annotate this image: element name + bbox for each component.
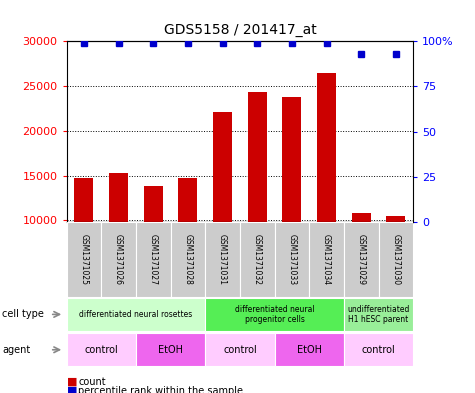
Text: ■: ■ (66, 377, 77, 387)
Bar (386, 216, 406, 222)
Text: control: control (223, 345, 257, 355)
Bar (247, 92, 267, 222)
Bar (143, 186, 163, 222)
Bar (317, 73, 336, 222)
Text: control: control (361, 345, 396, 355)
Text: agent: agent (2, 345, 30, 355)
Text: GSM1371034: GSM1371034 (322, 234, 331, 285)
Bar (136, 222, 171, 297)
Bar (205, 298, 344, 331)
Text: control: control (84, 345, 118, 355)
Bar (109, 173, 128, 222)
Bar (379, 222, 413, 297)
Text: GSM1371026: GSM1371026 (114, 234, 123, 285)
Bar (136, 333, 205, 366)
Text: count: count (78, 377, 106, 387)
Text: GSM1371028: GSM1371028 (183, 234, 192, 285)
Bar (309, 222, 344, 297)
Text: GSM1371030: GSM1371030 (391, 234, 400, 285)
Text: EtOH: EtOH (297, 345, 322, 355)
Bar (101, 222, 136, 297)
Bar (344, 333, 413, 366)
Bar (344, 222, 379, 297)
Bar (352, 213, 371, 222)
Bar (178, 178, 198, 222)
Bar (74, 178, 94, 222)
Text: GSM1371031: GSM1371031 (218, 234, 227, 285)
Bar (171, 222, 205, 297)
Bar (213, 112, 232, 222)
Bar (66, 333, 136, 366)
Bar (275, 333, 344, 366)
Bar (205, 222, 240, 297)
Text: cell type: cell type (2, 309, 44, 320)
Text: GSM1371033: GSM1371033 (287, 234, 296, 285)
Text: undifferentiated
H1 hESC parent: undifferentiated H1 hESC parent (347, 305, 410, 324)
Bar (205, 333, 275, 366)
Title: GDS5158 / 201417_at: GDS5158 / 201417_at (163, 24, 316, 37)
Bar (344, 298, 413, 331)
Text: GSM1371027: GSM1371027 (149, 234, 158, 285)
Text: ■: ■ (66, 386, 77, 393)
Bar (240, 222, 275, 297)
Bar (282, 97, 302, 222)
Text: percentile rank within the sample: percentile rank within the sample (78, 386, 243, 393)
Text: differentiated neural
progenitor cells: differentiated neural progenitor cells (235, 305, 314, 324)
Bar (275, 222, 309, 297)
Text: differentiated neural rosettes: differentiated neural rosettes (79, 310, 192, 319)
Text: EtOH: EtOH (158, 345, 183, 355)
Text: GSM1371032: GSM1371032 (253, 234, 262, 285)
Text: GSM1371025: GSM1371025 (79, 234, 88, 285)
Text: GSM1371029: GSM1371029 (357, 234, 366, 285)
Bar (66, 298, 205, 331)
Bar (66, 222, 101, 297)
